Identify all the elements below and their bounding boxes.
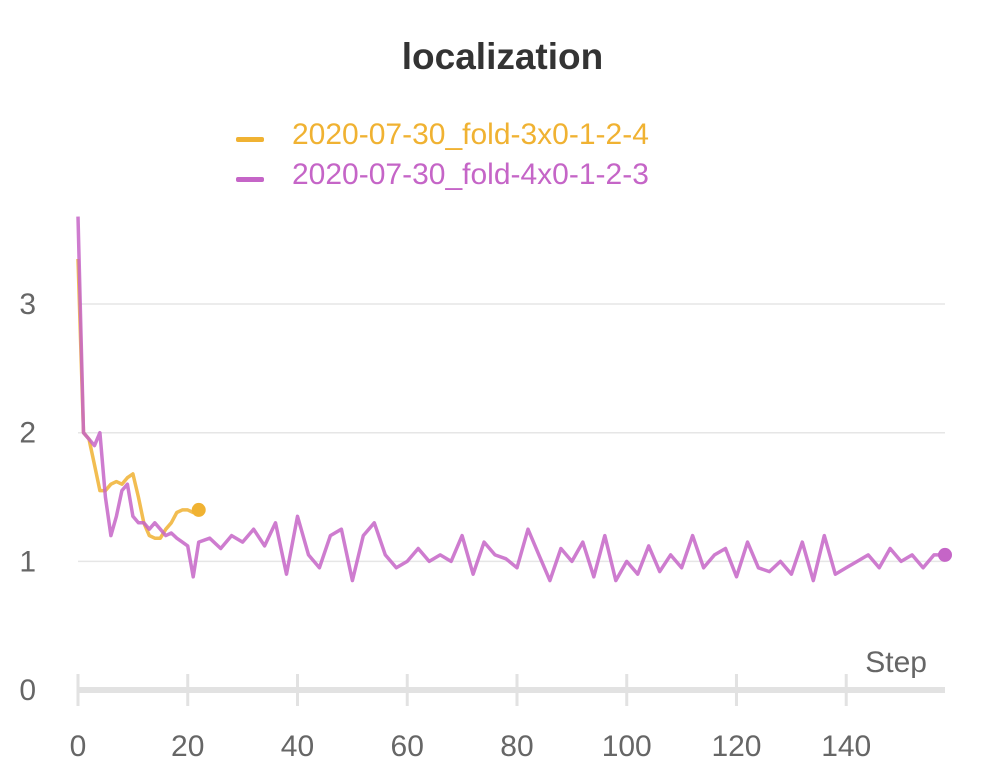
x-axis-label: Step xyxy=(865,646,927,679)
legend-swatch-fold-4 xyxy=(236,177,264,182)
series-line-1[interactable] xyxy=(76,258,200,540)
y-tick-label: 1 xyxy=(19,545,36,578)
grid-lines xyxy=(78,303,945,563)
series-layer xyxy=(76,216,952,583)
y-tick-label: 2 xyxy=(19,417,36,450)
legend-label-fold-4: 2020-07-30_fold-4x0-1-2-3 xyxy=(292,158,649,191)
chart-title: localization xyxy=(401,36,604,77)
legend-swatch-fold-3 xyxy=(236,137,264,142)
y-axis: 0 1 2 3 xyxy=(19,288,36,707)
x-tick-label: 140 xyxy=(821,730,871,763)
x-axis: 0 20 40 60 80 100 120 140 xyxy=(70,674,945,763)
legend-label-fold-3: 2020-07-30_fold-3x0-1-2-4 xyxy=(292,118,649,151)
x-tick-label: 20 xyxy=(171,730,204,763)
x-tick-label: 120 xyxy=(711,730,761,763)
series-end-point-1[interactable] xyxy=(191,502,206,517)
x-tick-label: 60 xyxy=(391,730,424,763)
y-tick-label: 3 xyxy=(19,288,36,321)
x-tick-label: 100 xyxy=(602,730,652,763)
x-tick-label: 40 xyxy=(281,730,314,763)
y-tick-label: 0 xyxy=(19,674,36,707)
x-tick-label: 80 xyxy=(500,730,533,763)
series-end-point-2[interactable] xyxy=(938,547,952,562)
x-tick-label: 0 xyxy=(70,730,87,763)
series-line-2[interactable] xyxy=(76,216,945,583)
